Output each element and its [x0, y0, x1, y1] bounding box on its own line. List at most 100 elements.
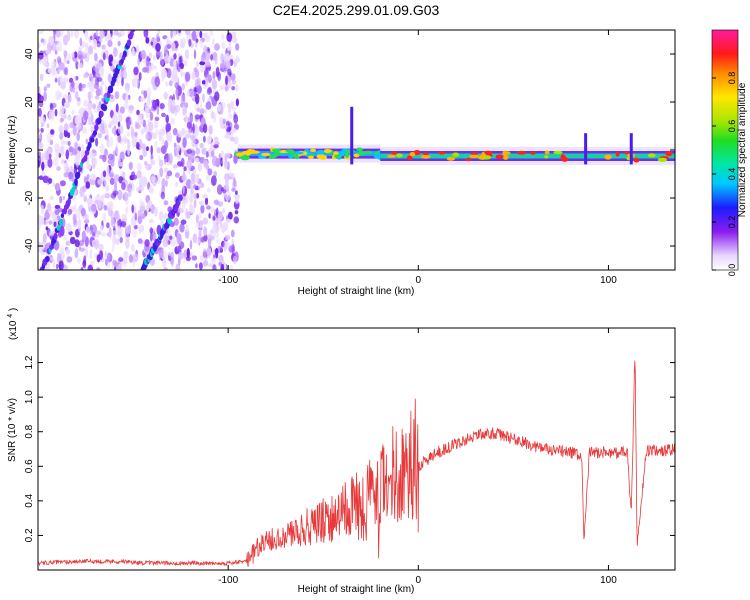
noise-blob — [140, 49, 146, 60]
noise-blob — [83, 73, 89, 79]
noise-blob — [214, 56, 218, 65]
noise-blob — [187, 126, 192, 138]
noise-blob — [71, 52, 75, 58]
noise-blob — [131, 244, 135, 252]
noise-blob — [127, 139, 131, 150]
noise-blob — [113, 174, 120, 182]
noise-blob — [71, 80, 75, 88]
noise-blob — [202, 248, 207, 258]
noise-blob — [112, 150, 116, 157]
noise-blob — [159, 159, 164, 167]
noise-blob — [149, 241, 154, 248]
noise-blob — [118, 114, 123, 123]
noise-blob — [185, 224, 189, 233]
noise-blob — [43, 91, 47, 102]
noise-blob — [63, 234, 68, 241]
noise-blob — [204, 60, 211, 66]
noise-blob — [117, 121, 121, 127]
noise-blob — [143, 127, 150, 133]
noise-blob — [39, 73, 44, 82]
noise-blob — [193, 49, 197, 60]
noise-blob — [89, 249, 93, 260]
noise-blob — [191, 72, 196, 79]
noise-blob — [194, 157, 200, 162]
noise-blob — [161, 126, 165, 137]
noise-blob — [179, 62, 184, 70]
spec-y-tick-label: 20 — [24, 96, 35, 108]
noise-blob — [51, 61, 57, 70]
noise-blob — [138, 72, 142, 81]
noise-blob — [165, 179, 168, 187]
noise-blob — [158, 155, 161, 162]
noise-blob — [42, 57, 48, 67]
noise-blob — [149, 111, 154, 121]
noise-blob — [48, 220, 53, 225]
noise-blob — [235, 55, 240, 64]
noise-blob — [117, 225, 121, 230]
noise-blob — [88, 91, 91, 102]
noise-blob — [202, 260, 209, 267]
noise-blob — [202, 93, 205, 103]
noise-blob — [100, 194, 106, 199]
noise-blob — [235, 84, 239, 92]
noise-blob — [213, 144, 219, 149]
noise-blob — [172, 71, 176, 82]
noise-blob — [198, 212, 202, 219]
noise-blob — [74, 30, 79, 39]
noise-blob — [77, 62, 83, 69]
noise-blob — [220, 63, 226, 69]
noise-blob — [156, 147, 161, 154]
noise-blob — [165, 114, 169, 124]
noise-blob — [155, 49, 161, 60]
noise-blob — [200, 53, 206, 63]
carrier-blob-1 — [604, 154, 612, 160]
noise-blob — [198, 228, 202, 239]
noise-blob — [99, 66, 105, 75]
streak-blob-0 — [38, 274, 41, 281]
noise-blob — [184, 130, 189, 135]
noise-blob — [195, 263, 198, 269]
noise-blob — [41, 170, 45, 177]
noise-blob — [126, 131, 131, 137]
noise-blob — [161, 178, 166, 189]
noise-blob — [206, 246, 212, 256]
noise-blob — [218, 254, 224, 262]
noise-blob — [115, 238, 120, 246]
noise-blob — [144, 161, 148, 166]
noise-blob — [100, 87, 103, 97]
noise-blob — [233, 113, 239, 124]
carrier-blob-0 — [353, 153, 360, 158]
noise-blob — [74, 51, 78, 59]
noise-blob — [80, 208, 86, 217]
noise-blob — [92, 103, 97, 110]
noise-blob — [214, 43, 220, 51]
noise-blob — [184, 115, 189, 124]
noise-blob — [172, 60, 177, 66]
snr-y-tick-label: 0.6 — [24, 459, 35, 473]
noise-blob — [167, 56, 171, 63]
noise-blob — [67, 53, 71, 62]
noise-blob — [87, 264, 94, 270]
noise-blob — [91, 149, 97, 154]
noise-blob — [43, 86, 47, 92]
noise-blob — [64, 66, 69, 76]
noise-blob — [68, 146, 73, 153]
noise-blob — [66, 256, 73, 263]
noise-blob — [116, 210, 120, 222]
noise-blob — [186, 247, 190, 259]
noise-blob — [145, 133, 149, 140]
noise-blob — [200, 204, 205, 214]
noise-blob — [65, 149, 70, 160]
noise-blob — [143, 30, 149, 38]
streak-blob-0 — [83, 154, 88, 162]
noise-blob — [133, 66, 139, 76]
noise-blob — [137, 114, 143, 126]
noise-blob — [181, 83, 185, 91]
carrier-blob-1 — [553, 150, 563, 155]
noise-blob — [191, 30, 197, 41]
noise-blob — [41, 161, 45, 171]
noise-blob — [91, 224, 97, 235]
streak-blob-0 — [109, 85, 114, 94]
noise-blob — [67, 140, 71, 147]
carrier-blob-1 — [437, 151, 446, 155]
